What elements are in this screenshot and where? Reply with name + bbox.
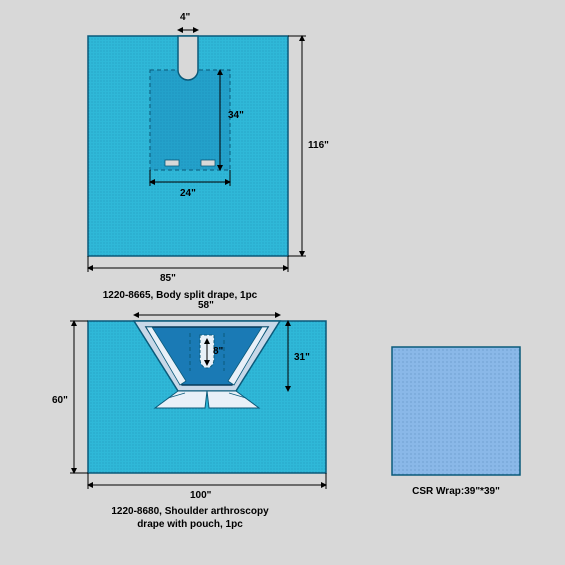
dim-top-58: 58" xyxy=(198,300,214,311)
dim-panel-34: 34" xyxy=(228,110,244,121)
dim-depth-31: 31" xyxy=(294,352,310,363)
dim-width-100: 100" xyxy=(190,490,211,501)
dim-height-60: 60" xyxy=(52,395,68,406)
body-split-drape-diagram xyxy=(70,20,330,280)
caption-csr-wrap: CSR Wrap:39"*39" xyxy=(390,485,522,498)
caption-shoulder-line2: drape with pouch, 1pc xyxy=(80,518,300,531)
dim-panel-24: 24" xyxy=(180,188,196,199)
dim-width-85: 85" xyxy=(160,273,176,284)
caption-shoulder-line1: 1220-8680, Shoulder arthroscopy xyxy=(80,505,300,518)
caption-body-split: 1220-8665, Body split drape, 1pc xyxy=(70,289,290,302)
dim-height-116: 116" xyxy=(308,140,329,151)
dim-pouch-8: 8" xyxy=(213,346,223,357)
shoulder-drape-diagram xyxy=(60,303,340,493)
dim-slit-4: 4" xyxy=(180,12,190,23)
csr-wrap-diagram xyxy=(390,345,525,480)
